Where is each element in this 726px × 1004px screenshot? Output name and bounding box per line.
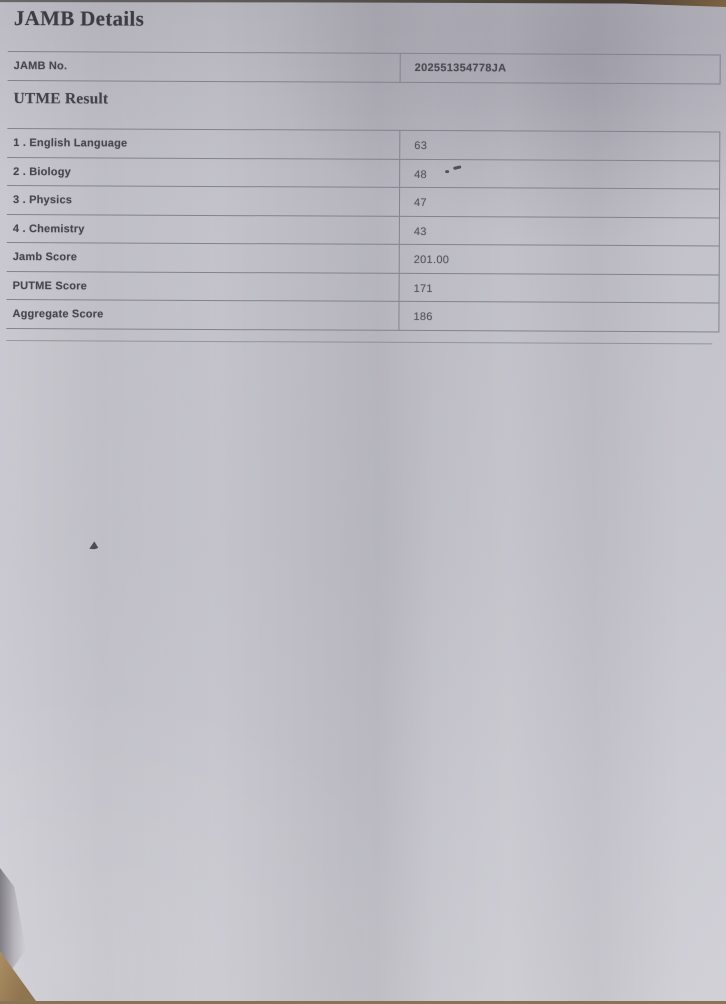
table-row-english: 1 . English Language 63 (7, 128, 721, 161)
row-label: Aggregate Score (12, 308, 104, 321)
ink-speck (89, 541, 98, 549)
row-value: 47 (413, 196, 427, 210)
table-row-jamb-score: Jamb Score 201.00 (6, 242, 720, 275)
row-label: PUTME Score (12, 279, 87, 292)
jamb-no-value: 202551354778JA (414, 61, 507, 75)
row-value-cell: 186 (398, 301, 720, 331)
row-value-cell: 48 (399, 159, 721, 189)
row-label: Jamb Score (12, 251, 78, 264)
table-row-putme-score: PUTME Score 171 (6, 271, 720, 304)
row-value-cell: 47 (398, 187, 721, 217)
row-value: 201.00 (413, 253, 450, 267)
jamb-no-row: JAMB No. 202551354778JA (7, 50, 721, 85)
jamb-no-value-cell: 202551354778JA (399, 53, 721, 84)
row-value-cell: 63 (399, 130, 721, 160)
row-value: 171 (413, 282, 433, 295)
row-value: 43 (413, 225, 427, 238)
table-row-physics: 3 . Physics 47 (6, 185, 721, 218)
row-label: 4 . Chemistry (12, 222, 85, 235)
row-label: 3 . Physics (12, 194, 73, 207)
row-value: 63 (414, 139, 428, 153)
row-value: 48 (414, 168, 428, 181)
row-label: 2 . Biology (13, 165, 72, 178)
utme-result-heading: UTME Result (13, 90, 109, 108)
row-value-cell: 171 (398, 273, 720, 303)
footer-rule (6, 339, 713, 345)
table-row-biology: 2 . Biology 48 (7, 157, 721, 190)
table-row-chemistry: 4 . Chemistry 43 (6, 214, 720, 247)
row-value: 186 (413, 310, 433, 324)
row-label: 1 . English Language (13, 137, 128, 150)
table-row-aggregate-score: Aggregate Score 186 (6, 299, 720, 332)
row-value-cell: 43 (398, 216, 720, 246)
page-title: JAMB Details (13, 6, 145, 31)
jamb-no-label: JAMB No. (13, 60, 68, 73)
utme-result-table: 1 . English Language 63 2 . Biology 48 3… (6, 127, 721, 332)
jamb-details-document: JAMB Details JAMB No. 202551354778JA UTM… (6, 0, 721, 403)
pen-mark (445, 170, 450, 173)
row-value-cell: 201.00 (398, 244, 720, 274)
